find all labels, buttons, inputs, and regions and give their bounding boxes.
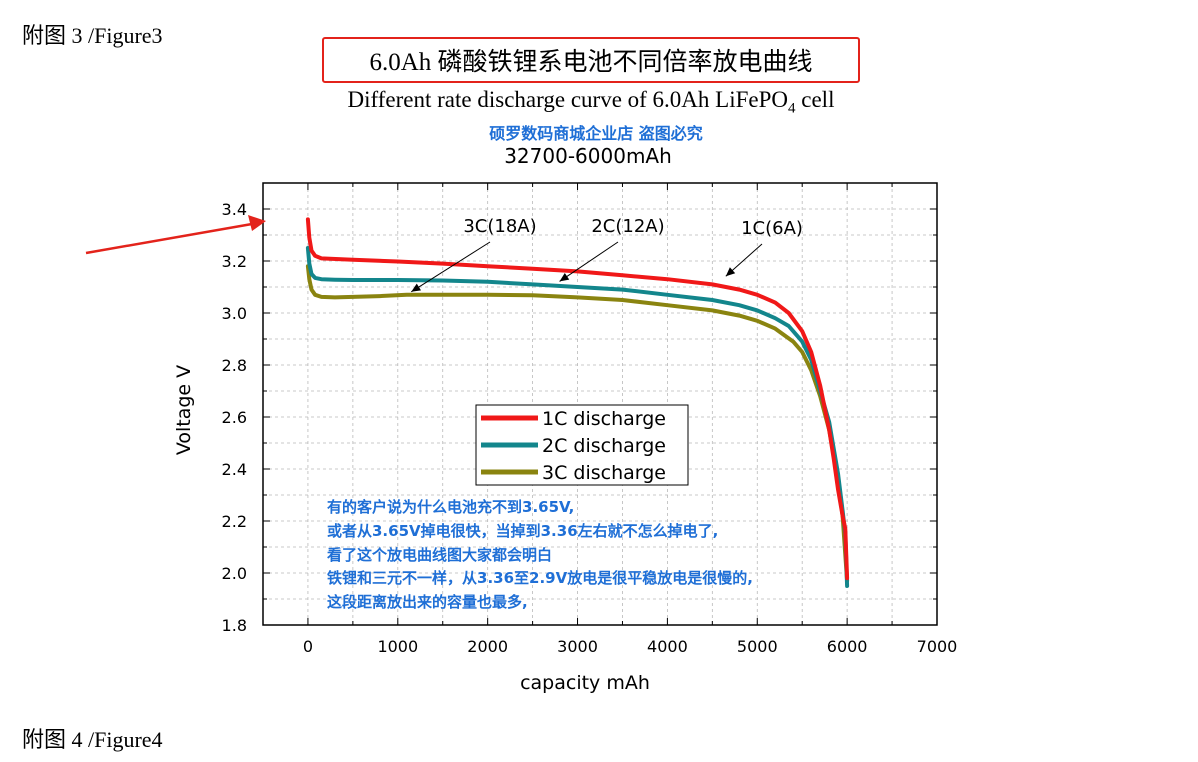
model-label: 32700-6000mAh <box>504 144 672 168</box>
chart-title-en-tail: cell <box>795 87 835 112</box>
chart-title-cn: 6.0Ah 磷酸铁锂系电池不同倍率放电曲线 <box>369 49 813 76</box>
watermark-text: 硕罗数码商城企业店 盗图必究 <box>489 124 703 143</box>
annotation-arrow-head <box>411 283 422 292</box>
legend: 1C discharge 2C discharge 3C discharge <box>475 404 689 486</box>
y-tick-label: 2.6 <box>222 408 247 427</box>
chart-title-en: Different rate discharge curve of 6.0Ah … <box>0 87 1182 118</box>
series-lines <box>305 217 850 588</box>
x-tick-label: 4000 <box>647 637 688 656</box>
explanation-note: 有的客户说为什么电池充不到3.65V, 或者从3.65V掉电很快，当掉到3.36… <box>327 496 753 615</box>
x-axis-label: capacity mAh <box>520 672 650 694</box>
figure3-label: 附图 3 /Figure3 <box>22 23 163 48</box>
figure4-label: 附图 4 /Figure4 <box>22 727 163 752</box>
y-tick-label: 2.8 <box>222 356 247 375</box>
y-tick-label: 3.4 <box>222 200 247 219</box>
legend-label: 2C discharge <box>542 435 666 457</box>
chart-title-cn-box: 6.0Ah 磷酸铁锂系电池不同倍率放电曲线 <box>322 37 860 83</box>
y-axis-label: Voltage V <box>173 365 195 455</box>
annotation-arrow-head <box>559 273 570 282</box>
x-tick-label: 1000 <box>377 637 418 656</box>
note-line: 或者从3.65V掉电很快，当掉到3.36左右就不怎么掉电了, <box>327 521 719 540</box>
x-tick-label: 0 <box>303 637 313 656</box>
x-tick-label: 7000 <box>917 637 958 656</box>
annotation-arrow-line <box>559 241 619 282</box>
y-tick-label: 3.2 <box>222 252 247 271</box>
legend-label: 1C discharge <box>542 408 666 430</box>
chart-title-en-main: Different rate discharge curve of 6.0Ah … <box>347 87 789 112</box>
legend-label: 3C discharge <box>542 462 666 484</box>
y-tick-label: 2.4 <box>222 460 247 479</box>
x-tick-label: 6000 <box>827 637 868 656</box>
series-line <box>305 217 850 581</box>
annotation-arrow-head <box>725 267 736 277</box>
y-tick-label: 1.8 <box>222 616 247 635</box>
y-tick-label: 2.2 <box>222 512 247 531</box>
plot-frame <box>262 182 938 626</box>
annotation-label: 2C(12A) <box>591 216 664 237</box>
annotations: 3C(18A) 2C(12A) 1C(6A) <box>411 216 803 293</box>
annotation-arrow-line <box>411 241 491 293</box>
note-line: 有的客户说为什么电池充不到3.65V, <box>327 498 575 516</box>
axis-ticks: 0 1000 2000 3000 4000 5000 6000 7000 1.8 2.0 2.2 2.… <box>222 182 958 656</box>
x-tick-label: 3000 <box>557 637 598 656</box>
annotation-label: 3C(18A) <box>463 216 536 237</box>
annotation-label: 1C(6A) <box>741 218 803 239</box>
red-arrow-pointer <box>85 215 266 255</box>
y-tick-label: 2.0 <box>222 564 247 583</box>
note-line: 铁锂和三元不一样，从3.36至2.9V放电是很平稳放电是很慢的, <box>327 569 753 588</box>
note-line: 这段距离放出来的容量也最多, <box>327 593 528 612</box>
note-line: 看了这个放电曲线图大家都会明白 <box>327 545 553 564</box>
chart-title-en-subscript: 4 <box>788 100 796 117</box>
x-tick-label: 5000 <box>737 637 778 656</box>
x-tick-label: 2000 <box>467 637 508 656</box>
y-tick-label: 3.0 <box>222 304 247 323</box>
